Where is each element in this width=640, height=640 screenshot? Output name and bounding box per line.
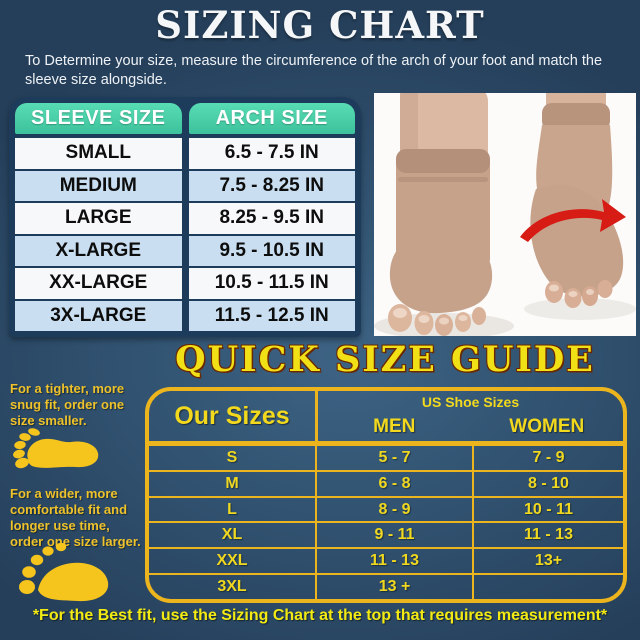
sleeve-size-cell: SMALL — [15, 138, 182, 169]
guide-table-row: L 8 - 9 10 - 11 — [149, 495, 623, 522]
arch-size-cell: 11.5 - 12.5 IN — [188, 300, 355, 331]
sleeve-size-cell: MEDIUM — [15, 170, 182, 201]
footnote-text: *For the Best fit, use the Sizing Chart … — [32, 607, 608, 624]
women-header-cell: WOMEN — [509, 415, 585, 437]
arch-size-cell: 10.5 - 11.5 IN — [188, 268, 355, 299]
women-cell: 13+ — [534, 552, 563, 570]
arch-size-column: ARCH SIZE 6.5 - 7.5 IN 7.5 - 8.25 IN 8.2… — [188, 103, 355, 331]
men-women-subheader-row: MEN WOMEN — [318, 412, 623, 441]
women-cell: 11 - 13 — [524, 526, 573, 544]
guide-table-row: S 5 - 7 7 - 9 — [149, 444, 623, 470]
feet-in-sleeves-image — [374, 93, 636, 336]
size-cell: L — [149, 497, 317, 522]
red-arrow-icon — [520, 199, 626, 242]
sleeve-size-cell: 3X-LARGE — [15, 300, 182, 331]
men-cell: 5 - 7 — [317, 446, 474, 470]
sleeve-size-cell: X-LARGE — [15, 235, 182, 266]
women-cell: 8 - 10 — [528, 474, 569, 492]
right-foot-image — [530, 93, 624, 308]
men-cell: 13 + — [317, 575, 474, 599]
guide-table-row: XL 9 - 11 11 - 13 — [149, 521, 623, 548]
page-title: SIZING CHART — [155, 3, 485, 47]
men-header-cell: MEN — [373, 415, 416, 437]
wide-footprint-icon — [19, 543, 109, 602]
size-cell: 3XL — [149, 575, 317, 599]
our-sizes-header-cell: Our Sizes — [149, 391, 318, 441]
women-cell — [474, 575, 623, 599]
us-shoe-sizes-header-cell: US Shoe Sizes — [421, 393, 520, 410]
tip-size-larger-text: For a wider, more comfortable fit and lo… — [10, 486, 141, 549]
sleeve-size-cell: XX-LARGE — [15, 268, 182, 299]
tip-size-smaller-text: For a tighter, more snug fit, order one … — [10, 381, 125, 428]
men-cell: 8 - 9 — [317, 497, 474, 522]
guide-table-row: XXL 11 - 13 13+ — [149, 547, 623, 574]
men-cell: 11 - 13 — [317, 549, 474, 574]
product-photo — [374, 93, 636, 336]
size-cell: XXL — [149, 549, 317, 574]
quick-size-guide-table: Our Sizes US Shoe Sizes MEN WOMEN S 5 - … — [145, 387, 627, 603]
narrow-footprint-icon — [13, 428, 99, 469]
sleeve-size-header-cell: SLEEVE SIZE — [15, 103, 182, 134]
quick-size-guide-title: QUICK SIZE GUIDE — [175, 339, 595, 380]
sleeve-size-cell: LARGE — [15, 203, 182, 234]
men-cell: 6 - 8 — [317, 471, 474, 496]
size-cell: M — [149, 471, 317, 496]
guide-table-row: 3XL 13 + — [149, 573, 623, 599]
arch-size-cell: 7.5 - 8.25 IN — [188, 170, 355, 201]
men-cell: 9 - 11 — [317, 523, 474, 548]
us-shoe-sizes-group: US Shoe Sizes MEN WOMEN — [318, 391, 623, 441]
arch-size-cell: 8.25 - 9.5 IN — [188, 203, 355, 234]
left-foot-image — [388, 93, 493, 336]
guide-table-row: M 6 - 8 8 - 10 — [149, 469, 623, 496]
sleeve-arch-size-table: SLEEVE SIZE SMALL MEDIUM LARGE X-LARGE X… — [9, 97, 361, 337]
arch-size-cell: 9.5 - 10.5 IN — [188, 235, 355, 266]
arch-size-header-cell: ARCH SIZE — [188, 103, 355, 134]
women-cell: 10 - 11 — [524, 500, 573, 518]
intro-text: To Determine your size, measure the circ… — [25, 53, 603, 88]
sleeve-size-column: SLEEVE SIZE SMALL MEDIUM LARGE X-LARGE X… — [15, 103, 182, 331]
women-cell: 7 - 9 — [532, 448, 565, 466]
arch-size-cell: 6.5 - 7.5 IN — [188, 138, 355, 169]
guide-table-header: Our Sizes US Shoe Sizes MEN WOMEN — [149, 391, 623, 444]
size-cell: S — [149, 446, 317, 470]
floor-shadow — [524, 298, 636, 320]
size-cell: XL — [149, 523, 317, 548]
